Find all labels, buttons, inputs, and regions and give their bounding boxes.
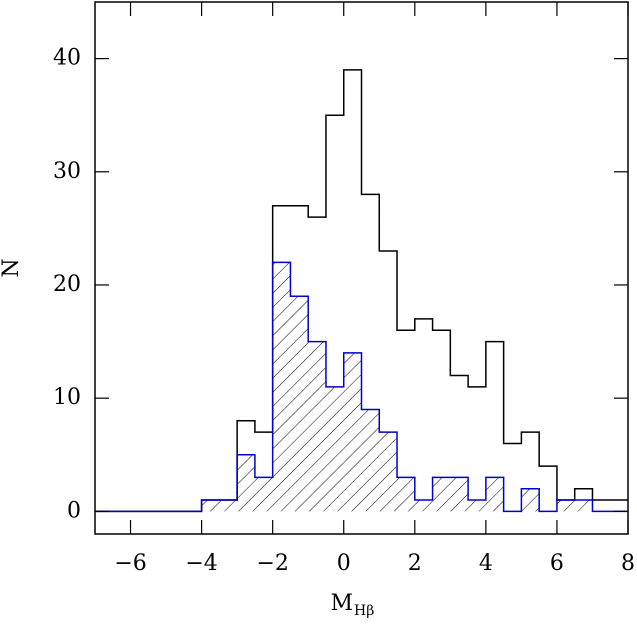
histogram-bar — [237, 454, 255, 512]
x-tick-label: 4 — [479, 551, 493, 576]
histogram-bar — [414, 500, 433, 512]
y-tick-label: 40 — [53, 46, 81, 71]
histogram-bar — [219, 500, 238, 512]
histogram-bar — [290, 296, 309, 512]
y-axis-label: N — [0, 258, 24, 277]
histogram-bar — [468, 387, 486, 512]
histogram-bar — [325, 386, 344, 512]
histogram-outline — [95, 261, 628, 513]
x-tick-label: −6 — [114, 551, 146, 576]
x-tick-label: −2 — [256, 551, 288, 576]
histogram-bar — [379, 432, 398, 512]
x-tick-label: 8 — [621, 551, 635, 576]
histogram-bar — [610, 500, 628, 511]
y-tick-label: 10 — [53, 385, 81, 410]
x-axis-label-sub: Hβ — [354, 603, 374, 619]
y-tick-label: 30 — [53, 159, 81, 184]
x-tick-label: 2 — [408, 551, 422, 576]
histogram-bar — [592, 500, 610, 511]
x-axis-label: M — [330, 591, 353, 616]
histogram-bar — [574, 500, 593, 512]
histogram-bar — [201, 500, 220, 512]
histogram-bar — [432, 477, 451, 512]
histogram-bar — [521, 488, 540, 512]
x-tick-label: 0 — [337, 551, 351, 576]
histogram-bar — [539, 466, 557, 511]
x-tick-label: −4 — [185, 551, 217, 576]
plot-area — [95, 69, 628, 513]
histogram-bar — [272, 262, 291, 512]
histogram-bar — [415, 319, 433, 511]
plot-frame — [94, 1, 629, 535]
y-tick-label: 0 — [67, 498, 81, 523]
histogram-bar — [556, 500, 575, 512]
histogram-bar — [308, 341, 326, 512]
histogram-bar — [450, 477, 469, 512]
y-tick-label: 20 — [53, 272, 81, 297]
histogram-bar — [485, 477, 504, 512]
histogram-bar — [343, 352, 362, 512]
histogram-bar — [254, 477, 273, 512]
histogram-bar — [468, 500, 486, 512]
histogram-bar — [504, 443, 522, 511]
histogram-bar — [361, 409, 380, 512]
histogram-bar — [397, 477, 415, 512]
x-tick-label: 6 — [550, 551, 564, 576]
